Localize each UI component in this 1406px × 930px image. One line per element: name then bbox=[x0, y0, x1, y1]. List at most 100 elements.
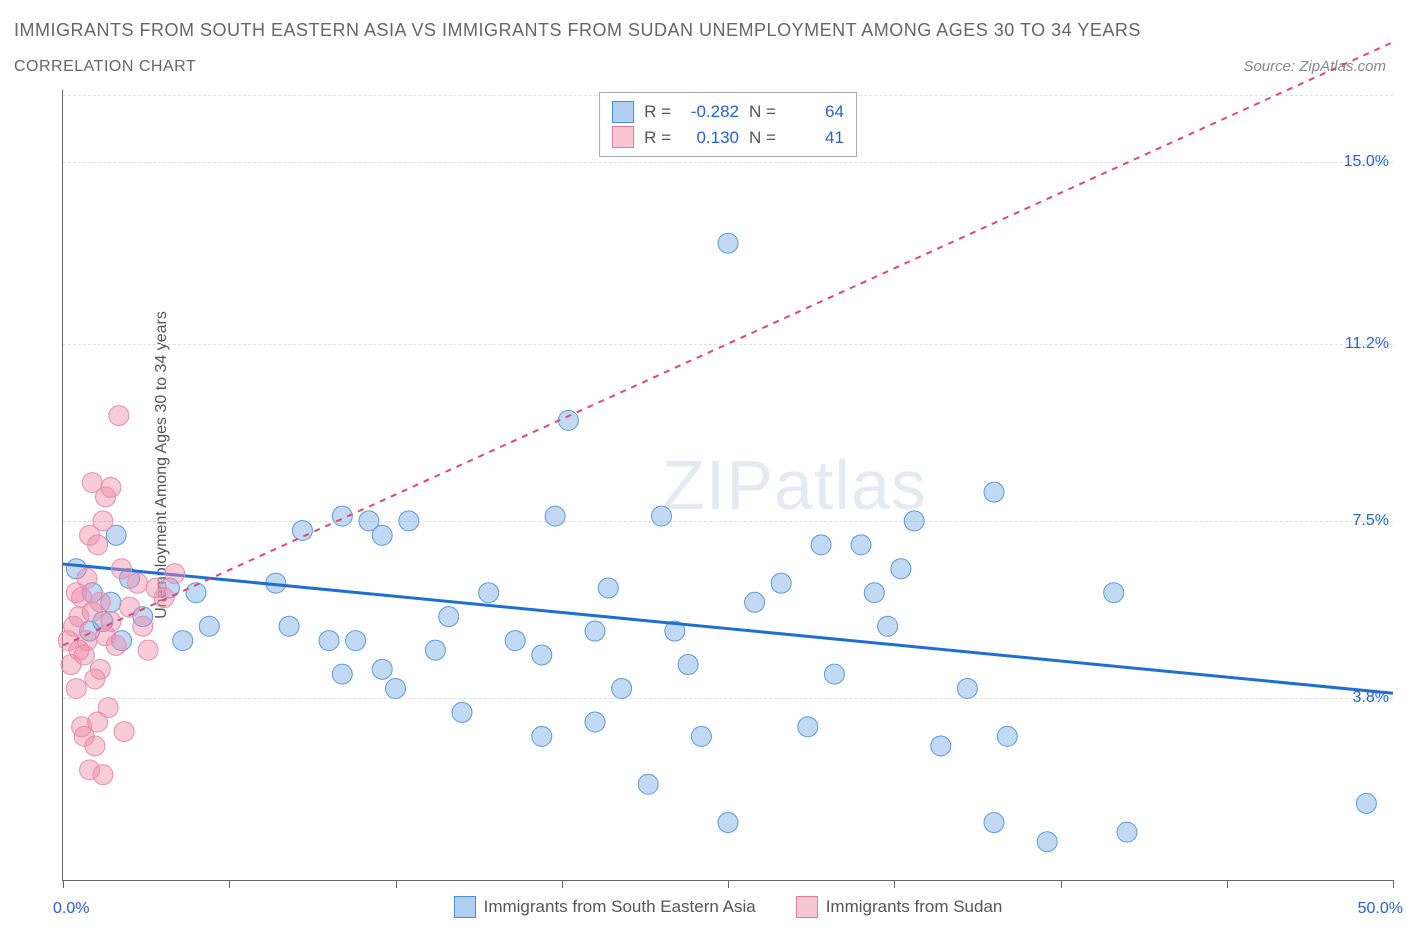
data-point bbox=[505, 631, 525, 651]
x-tick bbox=[229, 880, 230, 888]
data-point bbox=[372, 659, 392, 679]
data-point bbox=[585, 712, 605, 732]
data-point bbox=[545, 506, 565, 526]
x-tick bbox=[1061, 880, 1062, 888]
data-point bbox=[904, 511, 924, 531]
data-point bbox=[93, 765, 113, 785]
data-point bbox=[98, 698, 118, 718]
data-point bbox=[90, 659, 110, 679]
data-point bbox=[1037, 832, 1057, 852]
stat-r-value-2: 0.130 bbox=[681, 125, 739, 151]
data-point bbox=[1104, 583, 1124, 603]
swatch-blue-icon bbox=[612, 101, 634, 123]
data-point bbox=[279, 616, 299, 636]
stat-n-label: N = bbox=[749, 99, 776, 125]
data-point bbox=[745, 592, 765, 612]
y-tick-label: 11.2% bbox=[1345, 335, 1389, 353]
data-point bbox=[120, 597, 140, 617]
y-tick-label: 15.0% bbox=[1344, 153, 1389, 171]
data-point bbox=[612, 678, 632, 698]
data-point bbox=[90, 592, 110, 612]
data-point bbox=[984, 482, 1004, 502]
stat-n-value-1: 64 bbox=[786, 99, 844, 125]
legend-item-2: Immigrants from Sudan bbox=[796, 896, 1003, 918]
legend-swatch-blue-icon bbox=[454, 896, 476, 918]
stats-row-1: R = -0.282 N = 64 bbox=[612, 99, 844, 125]
x-tick bbox=[63, 880, 64, 888]
stat-n-label-2: N = bbox=[749, 125, 776, 151]
x-tick bbox=[894, 880, 895, 888]
stats-row-2: R = 0.130 N = 41 bbox=[612, 125, 844, 151]
data-point bbox=[372, 525, 392, 545]
data-point bbox=[652, 506, 672, 526]
y-tick-label: 7.5% bbox=[1353, 512, 1389, 530]
data-point bbox=[891, 559, 911, 579]
data-point bbox=[718, 233, 738, 253]
y-tick-label: 3.8% bbox=[1353, 689, 1389, 707]
legend: Immigrants from South Eastern Asia Immig… bbox=[63, 896, 1393, 918]
data-point bbox=[319, 631, 339, 651]
chart-title: IMMIGRANTS FROM SOUTH EASTERN ASIA VS IM… bbox=[14, 20, 1141, 41]
data-point bbox=[824, 664, 844, 684]
data-point bbox=[109, 406, 129, 426]
data-point bbox=[439, 607, 459, 627]
x-tick bbox=[1393, 880, 1394, 888]
data-point bbox=[425, 640, 445, 660]
data-point bbox=[138, 640, 158, 660]
data-point bbox=[399, 511, 419, 531]
data-point bbox=[585, 621, 605, 641]
legend-swatch-pink-icon bbox=[796, 896, 818, 918]
data-point bbox=[1356, 793, 1376, 813]
stat-r-label: R = bbox=[644, 99, 671, 125]
data-point bbox=[154, 588, 174, 608]
data-point bbox=[173, 631, 193, 651]
data-point bbox=[931, 736, 951, 756]
scatter-svg bbox=[63, 90, 1393, 880]
data-point bbox=[66, 678, 86, 698]
data-point bbox=[691, 726, 711, 746]
data-point bbox=[1117, 822, 1137, 842]
legend-label-2: Immigrants from Sudan bbox=[826, 897, 1003, 917]
data-point bbox=[878, 616, 898, 636]
data-point bbox=[532, 645, 552, 665]
stat-r-value-1: -0.282 bbox=[681, 99, 739, 125]
data-point bbox=[101, 611, 121, 631]
data-point bbox=[332, 664, 352, 684]
data-point bbox=[984, 813, 1004, 833]
data-point bbox=[101, 477, 121, 497]
data-point bbox=[479, 583, 499, 603]
data-point bbox=[452, 702, 472, 722]
chart-subtitle: CORRELATION CHART bbox=[14, 58, 196, 76]
data-point bbox=[112, 559, 132, 579]
data-point bbox=[127, 573, 147, 593]
plot-area: ZIPatlas R = -0.282 N = 64 R = 0.130 N =… bbox=[62, 90, 1393, 881]
x-tick-label-max: 50.0% bbox=[1358, 900, 1403, 918]
data-point bbox=[811, 535, 831, 555]
data-point bbox=[558, 410, 578, 430]
data-point bbox=[678, 655, 698, 675]
legend-label-1: Immigrants from South Eastern Asia bbox=[484, 897, 756, 917]
data-point bbox=[638, 774, 658, 794]
data-point bbox=[598, 578, 618, 598]
data-point bbox=[114, 722, 134, 742]
data-point bbox=[88, 535, 108, 555]
data-point bbox=[93, 511, 113, 531]
data-point bbox=[997, 726, 1017, 746]
data-point bbox=[957, 678, 977, 698]
data-point bbox=[133, 616, 153, 636]
data-point bbox=[851, 535, 871, 555]
stats-box: R = -0.282 N = 64 R = 0.130 N = 41 bbox=[599, 92, 857, 157]
x-tick bbox=[396, 880, 397, 888]
x-tick bbox=[1227, 880, 1228, 888]
x-tick-label-min: 0.0% bbox=[53, 900, 89, 918]
data-point bbox=[346, 631, 366, 651]
source-attribution: Source: ZipAtlas.com bbox=[1243, 58, 1386, 75]
regression-line bbox=[63, 564, 1393, 693]
data-point bbox=[165, 564, 185, 584]
data-point bbox=[718, 813, 738, 833]
data-point bbox=[77, 568, 97, 588]
data-point bbox=[798, 717, 818, 737]
data-point bbox=[771, 573, 791, 593]
data-point bbox=[864, 583, 884, 603]
stat-n-value-2: 41 bbox=[786, 125, 844, 151]
